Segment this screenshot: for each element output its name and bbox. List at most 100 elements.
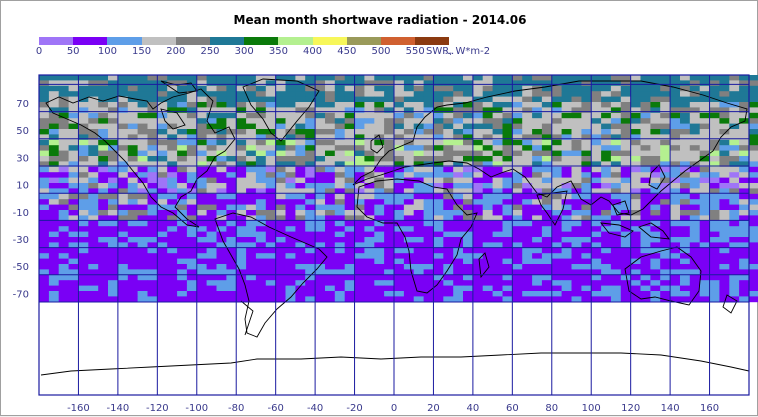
radiation-cell — [255, 280, 267, 286]
radiation-cell — [48, 177, 60, 184]
radiation-cell — [236, 274, 247, 281]
radiation-cell — [48, 134, 60, 141]
radiation-cell — [186, 258, 198, 265]
radiation-cell — [650, 199, 661, 205]
radiation-cell — [660, 107, 671, 114]
radiation-cell — [315, 269, 326, 276]
radiation-cell — [541, 188, 553, 195]
radiation-cell — [137, 291, 148, 297]
radiation-cell — [68, 96, 79, 103]
radiation-cell — [620, 193, 632, 200]
radiation-cell — [610, 183, 622, 189]
radiation-cell — [640, 80, 651, 87]
radiation-cell — [680, 237, 691, 243]
radiation-cell — [739, 145, 750, 151]
radiation-cell — [39, 129, 50, 135]
radiation-cell — [334, 247, 346, 254]
radiation-cell — [39, 161, 50, 168]
radiation-cell — [117, 129, 129, 135]
radiation-cell — [630, 107, 641, 114]
radiation-cell — [68, 150, 79, 157]
radiation-cell — [157, 145, 168, 151]
radiation-cell — [295, 253, 306, 259]
radiation-cell — [226, 199, 237, 205]
radiation-cell — [551, 215, 563, 222]
radiation-cell — [39, 269, 50, 276]
radiation-cell — [453, 123, 464, 130]
radiation-cell — [177, 139, 188, 146]
radiation-cell — [137, 85, 148, 92]
radiation-cell — [423, 220, 434, 227]
radiation-cell — [699, 75, 710, 81]
radiation-cell — [255, 156, 267, 162]
radiation-cell — [453, 161, 464, 168]
radiation-cell — [472, 188, 484, 195]
radiation-cell — [147, 258, 158, 265]
radiation-cell — [650, 107, 661, 114]
radiation-cell — [98, 129, 109, 135]
radiation-cell — [315, 237, 326, 243]
radiation-cell — [216, 296, 227, 303]
radiation-cell — [186, 80, 198, 87]
radiation-cell — [374, 204, 385, 211]
radiation-cell — [206, 172, 217, 178]
radiation-cell — [670, 118, 681, 124]
radiation-cell — [295, 96, 306, 103]
radiation-cell — [532, 123, 543, 130]
radiation-cell — [58, 291, 69, 297]
radiation-cell — [601, 269, 612, 276]
radiation-cell — [433, 226, 444, 232]
radiation-cell — [255, 231, 267, 238]
radiation-cell — [226, 112, 237, 119]
radiation-cell — [374, 129, 385, 135]
radiation-cell — [670, 247, 681, 254]
radiation-cell — [157, 210, 168, 216]
radiation-cell — [443, 112, 454, 119]
radiation-cell — [640, 91, 651, 97]
radiation-cell — [532, 242, 543, 249]
radiation-cell — [413, 247, 424, 254]
radiation-cell — [423, 264, 434, 270]
radiation-cell — [98, 296, 109, 303]
radiation-cell — [670, 123, 681, 130]
radiation-cell — [216, 247, 227, 254]
radiation-cell — [117, 112, 129, 119]
radiation-cell — [472, 91, 484, 97]
radiation-cell — [206, 199, 217, 205]
radiation-cell — [680, 242, 691, 249]
radiation-cell — [502, 237, 513, 243]
radiation-cell — [127, 231, 139, 238]
radiation-cell — [374, 85, 385, 92]
radiation-cell — [295, 274, 306, 281]
radiation-cell — [433, 210, 444, 216]
radiation-cell — [551, 183, 563, 189]
radiation-cell — [689, 91, 701, 97]
radiation-cell — [739, 112, 750, 119]
radiation-cell — [265, 161, 277, 168]
legend-swatch-7 — [278, 37, 313, 45]
radiation-cell — [206, 193, 217, 200]
radiation-cell — [423, 129, 434, 135]
radiation-cell — [305, 91, 316, 97]
radiation-cell — [640, 204, 651, 211]
radiation-cell — [571, 193, 582, 200]
radiation-cell — [39, 220, 50, 227]
radiation-cell — [315, 129, 326, 135]
radiation-cell — [581, 112, 592, 119]
radiation-cell — [561, 193, 572, 200]
radiation-cell — [403, 210, 415, 216]
radiation-cell — [699, 220, 710, 227]
radiation-cell — [78, 150, 89, 157]
radiation-cell — [689, 102, 701, 108]
radiation-cell — [670, 183, 681, 189]
radiation-cell — [551, 210, 563, 216]
radiation-cell — [630, 296, 641, 303]
radiation-cell — [364, 291, 375, 297]
radiation-cell — [620, 291, 632, 297]
radiation-cell — [68, 123, 79, 130]
radiation-cell — [522, 280, 533, 286]
radiation-cell — [196, 231, 208, 238]
radiation-cell — [413, 96, 424, 103]
radiation-cell — [354, 291, 365, 297]
radiation-cell — [354, 75, 365, 81]
